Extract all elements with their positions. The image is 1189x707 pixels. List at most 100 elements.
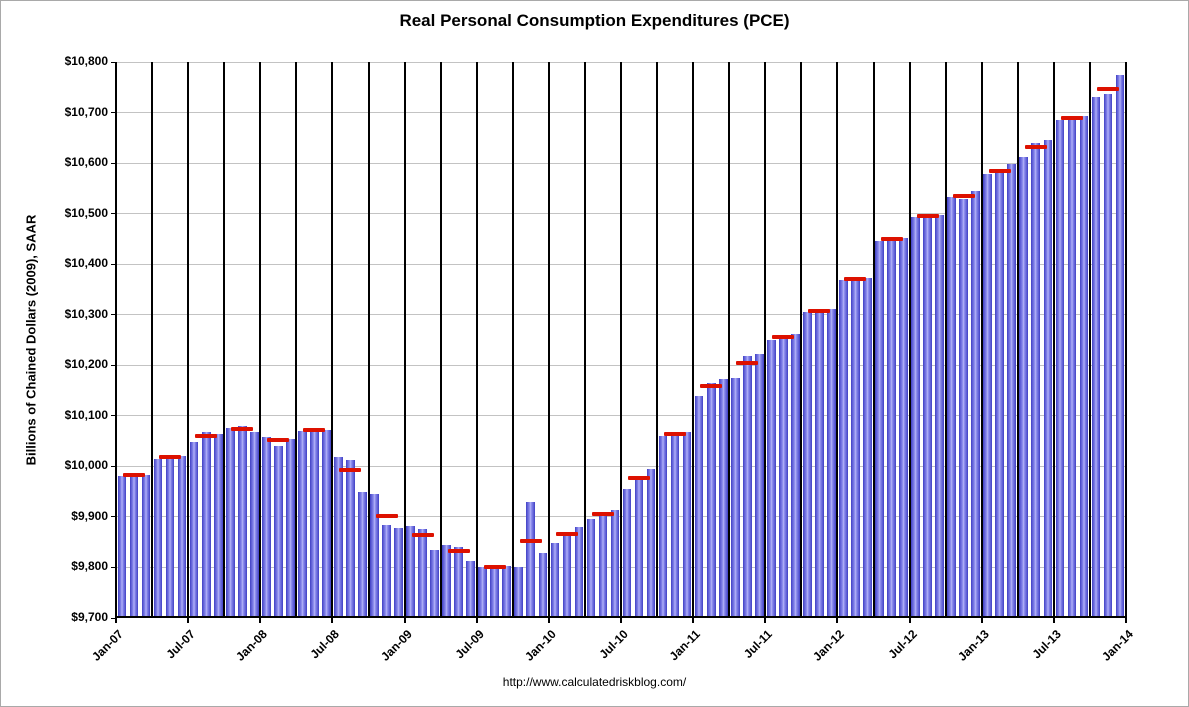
pce-monthly-bar <box>803 312 812 618</box>
y-tick-mark <box>111 61 116 63</box>
quarterly-average-marker <box>519 538 542 543</box>
quarterly-average-marker <box>1024 144 1047 149</box>
pce-monthly-bar <box>863 278 872 618</box>
quarter-gridline <box>836 62 839 618</box>
pce-monthly-bar <box>959 199 968 618</box>
pce-monthly-bar <box>370 493 379 618</box>
quarter-gridline <box>1125 62 1127 618</box>
pce-monthly-bar <box>1091 97 1101 618</box>
pce-monthly-bar <box>682 431 692 618</box>
quarter-gridline <box>800 62 803 618</box>
x-tick-mark <box>620 618 622 623</box>
pce-monthly-bar <box>1067 117 1077 618</box>
pce-monthly-bar <box>827 308 836 618</box>
quarter-gridline <box>331 62 334 618</box>
pce-monthly-bar <box>177 456 187 618</box>
quarterly-average-marker <box>303 428 326 433</box>
pce-monthly-bar <box>550 543 560 618</box>
pce-monthly-bar <box>322 429 331 618</box>
y-tick-label: $9,800 <box>71 559 108 574</box>
quarterly-average-marker <box>988 168 1011 173</box>
quarterly-average-marker <box>339 467 362 472</box>
quarter-gridline <box>475 62 478 618</box>
pce-monthly-bar <box>141 474 151 618</box>
quarter-gridline <box>728 62 731 618</box>
pce-monthly-bar <box>237 425 247 618</box>
pce-monthly-bar <box>983 174 993 618</box>
pce-monthly-bar <box>923 215 932 618</box>
quarterly-average-marker <box>880 237 903 242</box>
quarter-gridline <box>872 62 875 618</box>
quarter-gridline <box>115 62 117 618</box>
chart-title: Real Personal Consumption Expenditures (… <box>399 11 790 30</box>
x-tick-mark <box>115 618 117 623</box>
pce-monthly-bar <box>1043 140 1053 618</box>
pce-monthly-bar <box>766 340 776 618</box>
pce-monthly-bar <box>586 519 596 618</box>
pce-monthly-bar <box>189 441 199 618</box>
pce-monthly-bar <box>538 553 548 618</box>
quarterly-average-marker <box>411 532 434 537</box>
y-tick-label: $10,400 <box>64 256 108 271</box>
pce-monthly-bar <box>1115 74 1125 618</box>
y-tick-mark <box>111 213 116 215</box>
pce-monthly-bar <box>815 310 824 618</box>
quarterly-average-marker <box>375 513 398 518</box>
y-tick-mark <box>111 465 116 467</box>
quarter-gridline <box>295 62 298 618</box>
pce-monthly-bar <box>334 457 343 618</box>
pce-monthly-bar <box>935 214 944 618</box>
pce-monthly-bar <box>286 438 295 618</box>
pce-monthly-bar <box>502 566 512 618</box>
y-tick-label: $10,700 <box>64 104 108 119</box>
pce-monthly-bar <box>382 524 391 618</box>
pce-monthly-bar <box>1019 157 1029 618</box>
x-tick-mark <box>908 618 911 623</box>
plot-area: $9,700 $9,800 $9,900 $10,000 $10,100 $10,200 $… <box>65 54 1136 664</box>
pce-monthly-bar <box>478 567 488 618</box>
pce-monthly-bar <box>694 395 704 618</box>
pce-monthly-bar <box>742 356 752 618</box>
quarterly-average-marker <box>808 308 831 313</box>
pce-monthly-bar <box>418 528 427 618</box>
pce-monthly-bar <box>670 434 680 618</box>
quarterly-average-marker <box>591 512 614 517</box>
quarter-gridline <box>1052 62 1055 618</box>
pce-monthly-bar <box>514 566 524 618</box>
pce-monthly-bar <box>225 428 235 618</box>
pce-monthly-bar <box>394 528 403 618</box>
quarter-gridline <box>908 62 911 618</box>
source-url: http://www.calculatedriskblog.com/ <box>502 675 687 689</box>
quarter-gridline <box>403 62 406 618</box>
x-tick-label: Jan-07 <box>89 627 126 664</box>
pce-monthly-bar <box>273 445 283 618</box>
pce-monthly-bar <box>730 377 740 618</box>
quarter-gridline <box>1088 62 1091 618</box>
quarter-gridline <box>439 62 442 618</box>
x-tick-mark <box>187 618 190 623</box>
pce-monthly-bar <box>490 568 500 618</box>
y-tick-mark <box>111 566 116 568</box>
y-tick-label: $10,200 <box>64 357 108 372</box>
quarter-gridline <box>980 62 983 618</box>
quarter-gridline <box>151 62 154 618</box>
y-tick-label: $10,800 <box>64 54 108 68</box>
pce-monthly-bar <box>887 238 896 618</box>
pce-monthly-bar <box>358 491 367 618</box>
pce-monthly-bar <box>598 513 608 618</box>
pce-monthly-bar <box>249 431 259 618</box>
pce-monthly-bar <box>466 561 476 618</box>
y-tick-mark <box>111 112 116 114</box>
pce-monthly-bar <box>610 509 620 618</box>
pce-monthly-bar <box>718 379 728 618</box>
quarter-gridline <box>511 62 514 618</box>
quarter-gridline <box>764 62 767 618</box>
quarter-gridline <box>259 62 262 618</box>
quarterly-average-marker <box>159 455 182 460</box>
pce-monthly-bar <box>622 489 632 618</box>
x-tick-mark <box>692 618 695 623</box>
quarterly-average-marker <box>483 565 506 570</box>
pce-monthly-bar <box>442 544 451 618</box>
quarter-gridline <box>692 62 695 618</box>
